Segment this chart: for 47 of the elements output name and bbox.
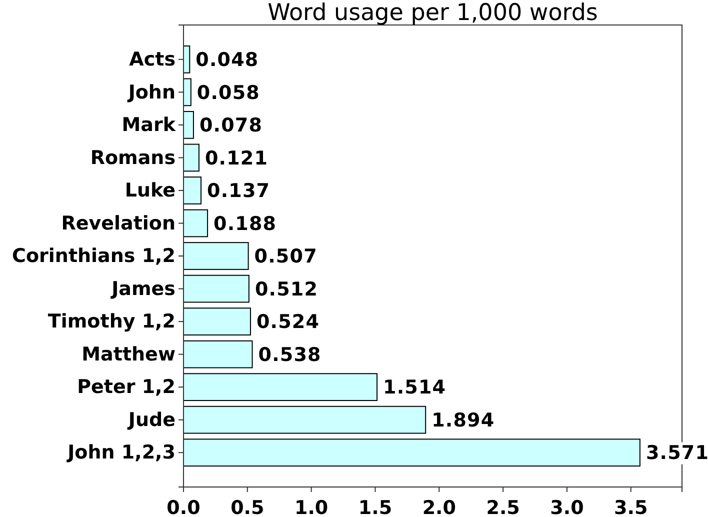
bar [183, 176, 202, 204]
bar [183, 209, 208, 238]
bar [183, 78, 192, 106]
data-label: 3.571 [646, 442, 708, 464]
bar [183, 438, 640, 467]
x-tick-label: 3.5 [614, 497, 648, 517]
x-tick-label: 3.0 [550, 497, 584, 517]
bar [183, 340, 253, 368]
bar [183, 308, 251, 336]
y-tick-label: Jude [126, 408, 176, 431]
x-tick-label: 2.5 [486, 497, 520, 517]
data-label: 0.078 [199, 114, 263, 137]
data-label: 0.507 [254, 246, 318, 268]
bar [183, 274, 250, 303]
data-label: 0.512 [254, 278, 318, 300]
y-tick-label: Acts [129, 48, 176, 70]
data-label: 0.121 [204, 147, 268, 170]
data-label: 1.894 [432, 409, 495, 432]
x-tick-label: 2.0 [422, 497, 456, 517]
x-tick-label: 0.5 [230, 497, 264, 517]
y-tick-label: John [126, 81, 176, 104]
data-label: 0.058 [196, 82, 260, 104]
data-label: 0.538 [258, 344, 322, 366]
data-label: 0.137 [207, 180, 270, 202]
bar [183, 406, 426, 434]
bar [183, 144, 200, 172]
data-label: 0.188 [214, 212, 277, 235]
bar [183, 373, 378, 401]
y-tick-label: Peter 1,2 [77, 376, 176, 398]
y-tick-label: John 1,2,3 [66, 442, 176, 464]
x-tick-label: 1.0 [294, 497, 328, 517]
y-tick-label: Mark [122, 114, 176, 136]
bar [183, 111, 194, 139]
x-tick-label: 1.5 [358, 497, 392, 517]
chart-title: Word usage per 1,000 words [268, 0, 598, 26]
y-tick-label: Corinthians 1,2 [12, 245, 176, 268]
x-tick-label: 0.0 [166, 497, 200, 517]
data-label: 1.514 [383, 376, 446, 399]
y-tick-label: Matthew [82, 343, 176, 366]
data-label: 0.048 [196, 49, 259, 72]
y-tick-label: Romans [90, 146, 176, 169]
y-tick-label: Timothy 1,2 [48, 310, 176, 333]
y-tick-label: James [110, 278, 176, 300]
bar [183, 242, 249, 270]
y-tick-label: Revelation [61, 212, 176, 234]
y-tick-label: Luke [124, 180, 176, 202]
data-label: 0.524 [256, 311, 320, 334]
